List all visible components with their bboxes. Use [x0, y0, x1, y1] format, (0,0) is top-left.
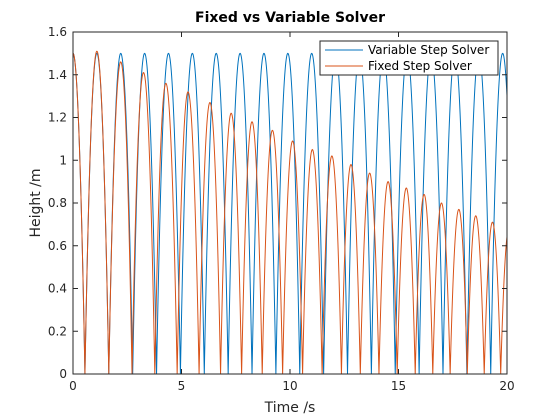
- x-tick-label: 10: [282, 379, 297, 393]
- y-axis: 0 0.2 0.4 0.6 0.8 1 1.2 1.4 1.6: [48, 25, 507, 381]
- y-tick-label: 0.8: [48, 196, 67, 210]
- legend-box: [319, 40, 499, 76]
- y-axis-label: Height /m: [28, 168, 44, 237]
- series-line-fixed-step: [73, 50, 507, 374]
- y-tick-label: 0.4: [48, 282, 67, 296]
- legend-label-fixed: Fixed Step Solver: [368, 59, 472, 73]
- x-tick-label: 0: [69, 379, 77, 393]
- y-tick-label: 0.6: [48, 239, 67, 253]
- chart-title: Fixed vs Variable Solver: [195, 10, 385, 26]
- x-tick-label: 15: [391, 379, 406, 393]
- x-axis: 0 5 10 15 20: [69, 32, 515, 393]
- y-tick-label: 0: [59, 367, 67, 381]
- y-tick-label: 1.2: [48, 111, 67, 125]
- plot-area: 0 5 10 15 20 0 0.2 0.4 0.6 0.8 1 1.2 1.4 1.6: [48, 25, 515, 393]
- y-tick-label: 1.4: [48, 68, 67, 82]
- y-tick-label: 1.6: [48, 25, 67, 39]
- legend: Variable Step Solver Fixed Step Solver: [319, 40, 499, 76]
- x-axis-label: Time /s: [264, 400, 316, 416]
- x-tick-label: 5: [178, 379, 186, 393]
- y-tick-label: 1: [59, 153, 67, 167]
- series-layer: [73, 50, 507, 374]
- y-tick-label: 0.2: [48, 324, 67, 338]
- x-tick-label: 20: [499, 379, 514, 393]
- legend-label-variable: Variable Step Solver: [368, 43, 489, 57]
